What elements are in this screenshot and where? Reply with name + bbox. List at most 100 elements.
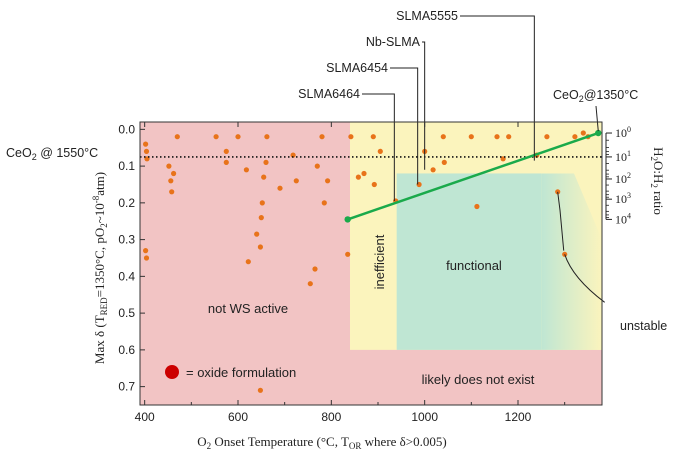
data-point: [562, 251, 568, 257]
data-point: [261, 174, 267, 180]
data-point: [468, 134, 474, 140]
ceo2-1350-label: CeO2@1350°C: [553, 88, 638, 104]
data-point: [143, 255, 150, 261]
annotation-leader: [422, 41, 426, 170]
annotation-label: SLMA6454: [326, 61, 388, 75]
data-point: [355, 174, 361, 180]
data-point: [430, 167, 436, 173]
data-point: [166, 163, 172, 169]
y-tick-label: 0.2: [118, 196, 135, 210]
y-tick-label: 0.1: [118, 159, 135, 173]
data-point: [293, 178, 299, 184]
data-points: [143, 130, 591, 393]
y-tick-label: 0.7: [118, 380, 135, 394]
data-point: [555, 189, 561, 195]
ratio-tick-label: 102: [615, 171, 631, 186]
ceo2-1350-leader: [595, 105, 599, 132]
y-axis-title: Max δ (TRED=1350°C, pO2~10-8atm): [91, 172, 109, 364]
right-axis-title: H2O:H2 ratio: [649, 147, 666, 215]
data-point: [580, 130, 586, 136]
data-point: [361, 170, 367, 177]
data-point: [345, 251, 351, 257]
regions: [140, 122, 602, 405]
data-point: [572, 134, 578, 140]
region-label-likely-does-not-exist: likely does not exist: [422, 372, 535, 387]
annotation-label: Nb-SLMA: [366, 35, 421, 49]
data-point: [348, 134, 354, 140]
data-point: [441, 159, 447, 165]
data-point: [259, 200, 265, 206]
data-point: [307, 281, 313, 287]
data-point: [213, 134, 219, 140]
overlays: SLMA5555 Nb-SLMA SLMA6454 SLMA6464 unstable: [140, 9, 667, 333]
ceo2-1550-label: CeO2 @ 1550°C: [6, 146, 98, 162]
annotation-leader: [460, 15, 535, 161]
data-point: [321, 200, 327, 206]
green-trend-line: [347, 131, 599, 221]
data-point: [223, 148, 229, 154]
region-label-inefficient: inefficient: [372, 234, 387, 289]
data-point: [264, 134, 270, 140]
region-label-not-ws-active: not WS active: [208, 301, 288, 316]
data-point: [506, 134, 512, 140]
ratio-tick-label: 104: [615, 211, 631, 226]
data-point: [223, 159, 229, 165]
data-point: [371, 181, 377, 188]
data-point: [312, 266, 318, 272]
ratio-tick-label: 103: [615, 191, 631, 206]
annotation-label: SLMA5555: [396, 9, 458, 23]
data-point: [263, 159, 269, 165]
x-tick-label: 400: [135, 410, 155, 424]
data-point: [174, 134, 180, 140]
y-tick-label: 0.0: [118, 122, 135, 136]
data-point: [258, 215, 264, 221]
region-fade: [541, 173, 602, 350]
data-point: [494, 134, 500, 140]
green-line-end: [595, 129, 602, 137]
legend-marker: [165, 365, 179, 379]
data-point: [235, 134, 241, 140]
data-point: [290, 152, 296, 158]
y-tick-label: 0.3: [118, 233, 135, 247]
data-point: [370, 134, 376, 140]
data-point: [440, 134, 446, 140]
axes: 400 600 800 1000 1200 0.0 0.1 0.2 0.3 0.4 0.5 0.6 0.…: [118, 121, 631, 424]
x-tick-label: 800: [321, 410, 341, 424]
x-tick-label: 1000: [411, 410, 438, 424]
data-point: [314, 163, 320, 169]
annotation-leader: [390, 67, 419, 185]
data-point: [325, 178, 331, 184]
annotation-label: SLMA6464: [298, 87, 360, 101]
plot-frame: [139, 121, 603, 406]
unstable-leader-upper: [557, 191, 565, 251]
data-point: [277, 185, 283, 191]
data-point: [257, 387, 263, 393]
data-point: [245, 259, 251, 265]
data-point: [474, 203, 480, 210]
data-point: [254, 231, 260, 237]
y-tick-label: 0.6: [118, 343, 135, 357]
x-tick-label: 600: [228, 410, 248, 424]
region-functional: [396, 173, 542, 350]
data-point: [143, 248, 149, 254]
y-tick-label: 0.4: [118, 269, 135, 283]
data-point: [319, 134, 325, 140]
region-label-functional: functional: [446, 258, 502, 273]
ratio-tick-label: 101: [615, 149, 631, 164]
data-point: [544, 134, 550, 140]
data-point: [377, 148, 383, 154]
x-tick-label: 1200: [505, 410, 532, 424]
data-point: [257, 244, 263, 250]
ratio-tick-label: 100: [615, 125, 631, 140]
unstable-leader: [564, 254, 605, 303]
green-line-start: [344, 216, 351, 223]
legend-label: = oxide formulation: [186, 365, 296, 380]
data-point: [243, 167, 249, 173]
y-tick-label: 0.5: [118, 306, 135, 320]
data-point: [169, 189, 175, 195]
data-point: [143, 148, 150, 154]
labels: O2 Onset Temperature (°C, TOR where δ>0.…: [6, 88, 666, 451]
data-point: [171, 170, 177, 177]
unstable-label: unstable: [620, 319, 667, 333]
